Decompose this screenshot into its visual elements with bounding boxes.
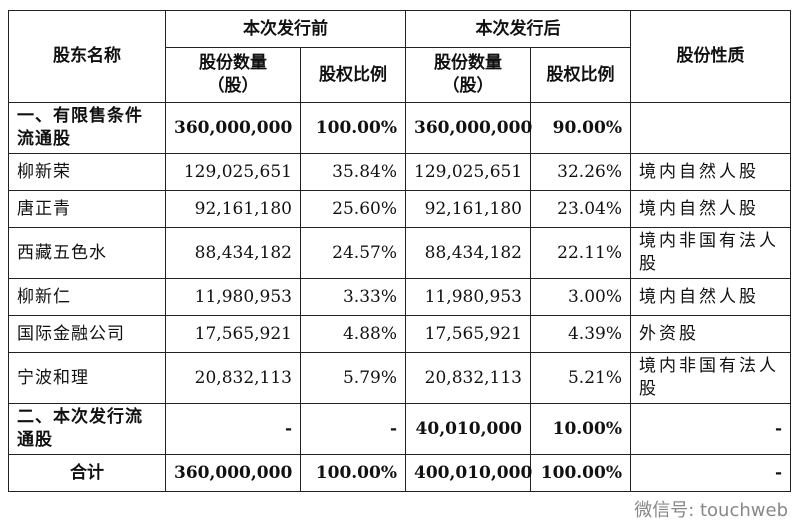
nature-cell: 境内自然人股 <box>630 278 791 316</box>
header-qty: 股份数量 （股） <box>405 47 531 103</box>
header-nature: 股份性质 <box>630 10 791 103</box>
after-pct-cell: 32.26% <box>530 153 631 191</box>
after-qty-cell: 20,832,113 <box>405 352 531 404</box>
table-row: 宁波和理 20,832,113 5.79% 20,832,113 5.21% 境内非国有法… <box>8 352 791 404</box>
name-cell: 柳新仁 <box>8 278 166 316</box>
before-qty-cell: 17,565,921 <box>165 315 301 353</box>
after-pct-cell: 100.00% <box>530 454 631 492</box>
before-qty-cell: 11,980,953 <box>165 278 301 316</box>
before-qty-cell: 92,161,180 <box>165 190 301 228</box>
header-before: 本次发行前 <box>165 10 406 48</box>
nature-cell: - <box>630 403 791 455</box>
before-pct-cell: 24.57% <box>300 227 406 279</box>
name-cell: 国际金融公司 <box>8 315 166 353</box>
before-pct-cell: 4.88% <box>300 315 406 353</box>
header-after: 本次发行后 <box>405 10 631 48</box>
nature-cell: 境内非国有法人股 <box>630 227 791 279</box>
before-pct-cell: 100.00% <box>300 102 406 154</box>
nature-cell: 境内非国有法人股 <box>630 352 791 404</box>
before-pct-cell: 35.84% <box>300 153 406 191</box>
before-pct-cell: - <box>300 403 406 455</box>
name-cell: 柳新荣 <box>8 153 166 191</box>
name-cell: 唐正青 <box>8 190 166 228</box>
after-qty-cell: 88,434,182 <box>405 227 531 279</box>
header-pct: 股权比例 <box>530 47 631 103</box>
nature-cell: - <box>630 454 791 492</box>
header-pct: 股权比例 <box>300 47 406 103</box>
after-qty-cell: 11,980,953 <box>405 278 531 316</box>
after-pct-cell: 3.00% <box>530 278 631 316</box>
nature-cell: 境内自然人股 <box>630 190 791 228</box>
table-row: 国际金融公司 17,565,921 4.88% 17,565,921 4.39% 外资股 <box>8 315 791 353</box>
header-qty: 股份数量 （股） <box>165 47 301 103</box>
table-body: 一、有限售条件流通股 360,000,000 100.00% 360,000,000 9… <box>8 102 791 492</box>
after-pct-cell: 4.39% <box>530 315 631 353</box>
after-pct-cell: 22.11% <box>530 227 631 279</box>
table-row: 唐正青 92,161,180 25.60% 92,161,180 23.04% 境内自然人… <box>8 190 791 228</box>
after-qty-cell: 360,000,000 <box>405 102 532 154</box>
before-qty-cell: 129,025,651 <box>165 153 301 191</box>
after-qty-cell: 129,025,651 <box>405 153 531 191</box>
nature-cell <box>630 102 791 154</box>
before-qty-cell: - <box>165 403 301 455</box>
name-cell: 合计 <box>8 454 166 492</box>
before-pct-cell: 5.79% <box>300 352 406 404</box>
after-pct-cell: 10.00% <box>530 403 631 455</box>
table-row: 一、有限售条件流通股 360,000,000 100.00% 360,000,000 9… <box>8 102 791 154</box>
table-row: 柳新荣 129,025,651 35.84% 129,025,651 32.26% 境内自… <box>8 153 791 191</box>
after-qty-cell: 400,010,000 <box>405 454 532 492</box>
nature-cell: 境内自然人股 <box>630 153 791 191</box>
header-qty-line: 股份数量 <box>199 53 267 73</box>
table-row: 柳新仁 11,980,953 3.33% 11,980,953 3.00% 境内自然人股 <box>8 278 791 316</box>
before-qty-cell: 360,000,000 <box>165 102 301 154</box>
after-pct-cell: 90.00% <box>530 102 631 154</box>
after-qty-cell: 40,010,000 <box>405 403 531 455</box>
after-qty-cell: 92,161,180 <box>405 190 531 228</box>
name-cell: 西藏五色水 <box>8 227 166 279</box>
shareholder-table: 股东名称 本次发行前 本次发行后 股份性质 股份数量 （股） 股权比例 股份数量 （… <box>8 10 791 492</box>
name-cell: 宁波和理 <box>8 352 166 404</box>
watermark: 微信号: touchweb <box>634 500 788 521</box>
table-row: 西藏五色水 88,434,182 24.57% 88,434,182 22.11% 境内非… <box>8 227 791 279</box>
before-pct-cell: 3.33% <box>300 278 406 316</box>
header-qty-line: （股） <box>442 76 494 96</box>
before-qty-cell: 20,832,113 <box>165 352 301 404</box>
name-cell: 二、本次发行流通股 <box>8 403 166 455</box>
header-qty-line: 股份数量 <box>434 53 502 73</box>
before-qty-cell: 360,000,000 <box>165 454 301 492</box>
name-cell: 一、有限售条件流通股 <box>8 102 166 154</box>
after-qty-cell: 17,565,921 <box>405 315 531 353</box>
nature-cell: 外资股 <box>630 315 791 353</box>
header-name: 股东名称 <box>8 10 166 103</box>
before-pct-cell: 100.00% <box>300 454 406 492</box>
table-row: 二、本次发行流通股 - -40,010,000 10.00% - <box>8 403 791 455</box>
after-pct-cell: 5.21% <box>530 352 631 404</box>
table-row: 合计 360,000,000 100.00% 400,010,000 100.00% - <box>8 454 791 492</box>
header-qty-line: （股） <box>207 76 259 96</box>
after-pct-cell: 23.04% <box>530 190 631 228</box>
before-pct-cell: 25.60% <box>300 190 406 228</box>
before-qty-cell: 88,434,182 <box>165 227 301 279</box>
